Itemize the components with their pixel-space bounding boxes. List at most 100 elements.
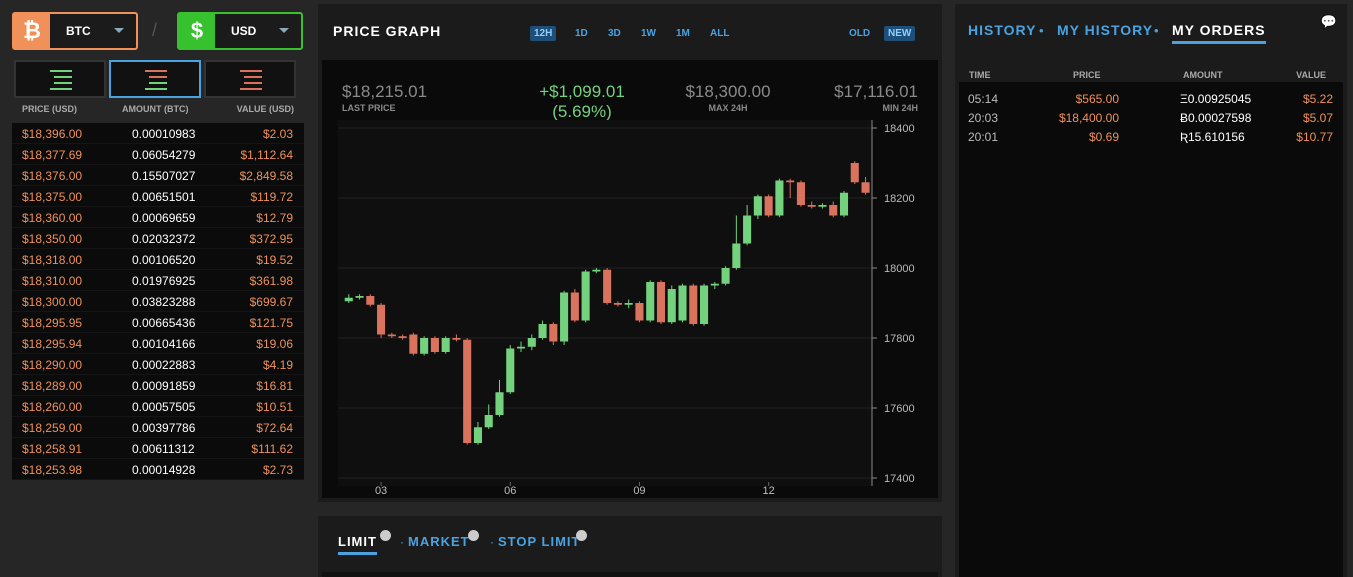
base-selector[interactable]: ₿ BTC bbox=[12, 12, 138, 50]
candle-body bbox=[549, 324, 558, 342]
order-row[interactable]: $18,318.00 0.00106520 $19.52 bbox=[12, 249, 304, 270]
value: $119.72 bbox=[250, 190, 294, 204]
order-row[interactable]: $18,258.91 0.00611312 $111.62 bbox=[12, 438, 304, 459]
history-cell: Ξ0.00925045 bbox=[1180, 92, 1252, 106]
price: $18,258.91 bbox=[22, 442, 83, 456]
x-tick-label: 06 bbox=[504, 485, 516, 497]
view-button[interactable] bbox=[204, 60, 296, 98]
history-row[interactable]: 05:14 $565.00 Ξ0.00925045 $5.22 bbox=[955, 92, 1347, 111]
y-tick-label: 17600 bbox=[884, 403, 915, 415]
candle-body bbox=[710, 283, 719, 286]
chat-icon[interactable]: 💬 bbox=[1320, 14, 1337, 29]
range-button[interactable]: 1W bbox=[641, 28, 656, 39]
candle-body bbox=[344, 297, 353, 302]
order-row[interactable]: $18,360.00 0.00069659 $12.79 bbox=[12, 207, 304, 228]
amount: 0.02032372 bbox=[132, 232, 196, 246]
range-button[interactable]: 1D bbox=[575, 28, 588, 39]
range-button[interactable]: ALL bbox=[710, 28, 730, 39]
history-tab[interactable]: HISTORY bbox=[968, 22, 1037, 38]
price: $18,295.94 bbox=[22, 337, 83, 351]
candle-body bbox=[678, 285, 687, 321]
order-row[interactable]: $18,260.00 0.00057505 $10.51 bbox=[12, 396, 304, 417]
column-header: AMOUNT (BTC) bbox=[122, 104, 189, 114]
candle-body bbox=[753, 196, 762, 216]
candle-body bbox=[527, 338, 536, 347]
value: $1,112.64 bbox=[240, 148, 294, 162]
candle-body bbox=[603, 269, 612, 303]
order-row[interactable]: $18,375.00 0.00651501 $119.72 bbox=[12, 186, 304, 207]
value: $72.64 bbox=[256, 421, 293, 435]
order-row[interactable]: $18,310.00 0.01976925 $361.98 bbox=[12, 270, 304, 291]
info-icon bbox=[468, 530, 479, 541]
order-row[interactable]: $18,295.95 0.00665436 $121.75 bbox=[12, 312, 304, 333]
history-row[interactable]: 20:03 $18,400.00 Ƀ0.00027598 $5.07 bbox=[955, 111, 1347, 130]
history-tab[interactable]: MY HISTORY bbox=[1057, 22, 1154, 38]
order-form: LIMIT · MARKET · STOP LIMIT bbox=[318, 516, 942, 577]
view-toggle[interactable]: OLD bbox=[849, 28, 871, 39]
price: $18,377.69 bbox=[22, 148, 83, 162]
candle-body bbox=[441, 338, 450, 352]
order-row[interactable]: $18,377.69 0.06054279 $1,112.64 bbox=[12, 144, 304, 165]
range-button[interactable]: 12H bbox=[530, 26, 557, 41]
quote-selector[interactable]: $ USD bbox=[177, 12, 303, 50]
history-row[interactable]: 20:01 $0.69 Ʀ15.610156 $10.77 bbox=[955, 130, 1347, 149]
candle-body bbox=[516, 346, 526, 349]
candle-body bbox=[656, 282, 666, 323]
amount: 0.00014928 bbox=[132, 463, 196, 477]
candle-body bbox=[764, 196, 773, 216]
history-cell: 05:14 bbox=[968, 92, 999, 106]
y-tick-label: 18000 bbox=[884, 263, 915, 275]
view-toggle[interactable]: NEW bbox=[884, 26, 916, 41]
stat-label: LAST PRICE bbox=[342, 103, 396, 113]
order-row[interactable]: $18,376.00 0.15507027 $2,849.58 bbox=[12, 165, 304, 186]
order-row[interactable]: $18,259.00 0.00397786 $72.64 bbox=[12, 417, 304, 438]
candle-body bbox=[861, 182, 870, 193]
candle-body bbox=[463, 339, 472, 443]
history-tab[interactable]: MY ORDERS bbox=[1172, 22, 1266, 44]
history-cell: 20:03 bbox=[968, 111, 999, 125]
form-tab[interactable]: STOP LIMIT bbox=[498, 534, 581, 549]
candle-body bbox=[807, 205, 816, 207]
price: $18,290.00 bbox=[22, 358, 83, 372]
candle-body bbox=[366, 296, 375, 305]
price: $18,295.95 bbox=[22, 316, 83, 330]
stat: $17,116.01 MIN 24H bbox=[778, 82, 918, 113]
amount: 0.00106520 bbox=[132, 253, 196, 267]
amount: 0.00022883 bbox=[132, 358, 196, 372]
order-row[interactable]: $18,350.00 0.02032372 $372.95 bbox=[12, 228, 304, 249]
amount: 0.00611312 bbox=[132, 442, 195, 456]
candle-body bbox=[420, 338, 429, 354]
candle-body bbox=[689, 285, 698, 324]
stat-value: $17,116.01 bbox=[834, 82, 918, 101]
icon bbox=[50, 70, 72, 90]
candlestick-chart: 17400 17600 17800 18000 18200 18400 03 06 09 12 bbox=[338, 120, 915, 497]
order-row[interactable]: $18,289.00 0.00091859 $16.81 bbox=[12, 375, 304, 396]
candle-body bbox=[484, 415, 493, 428]
form-tab[interactable]: LIMIT bbox=[338, 534, 377, 555]
x-tick-label: 12 bbox=[763, 485, 775, 497]
order-row[interactable]: $18,300.00 0.03823288 $699.67 bbox=[12, 291, 304, 312]
range-button[interactable]: 3D bbox=[608, 28, 621, 39]
range-button[interactable]: 1M bbox=[676, 28, 690, 39]
price: $18,375.00 bbox=[22, 190, 83, 204]
view-button[interactable] bbox=[14, 60, 106, 98]
candle-body bbox=[409, 334, 418, 354]
order-row[interactable]: $18,290.00 0.00022883 $4.19 bbox=[12, 354, 304, 375]
history-cell: Ʀ15.610156 bbox=[1180, 130, 1245, 144]
history-cell: $0.69 bbox=[1088, 130, 1119, 144]
order-row[interactable]: $18,295.94 0.00104166 $19.06 bbox=[12, 333, 304, 354]
view-button[interactable] bbox=[109, 60, 201, 98]
history-panel: 💬 HISTORY MY HISTORY • MY ORDERS • TIME PRICE A… bbox=[955, 4, 1347, 577]
caret bbox=[114, 28, 124, 38]
icon bbox=[145, 70, 167, 90]
amount: 0.01976925 bbox=[132, 274, 196, 288]
form-tab[interactable]: MARKET bbox=[408, 534, 470, 549]
value: $111.62 bbox=[251, 442, 293, 456]
order-row[interactable]: $18,253.98 0.00014928 $2.73 bbox=[12, 459, 304, 480]
candle-body bbox=[743, 215, 752, 244]
candle-body bbox=[775, 180, 784, 216]
amount: 0.00104166 bbox=[132, 337, 196, 351]
order-row[interactable]: $18,396.00 0.00010983 $2.03 bbox=[12, 123, 304, 144]
stat-value: $18,300.00 bbox=[685, 82, 771, 101]
candle-body bbox=[473, 427, 482, 443]
